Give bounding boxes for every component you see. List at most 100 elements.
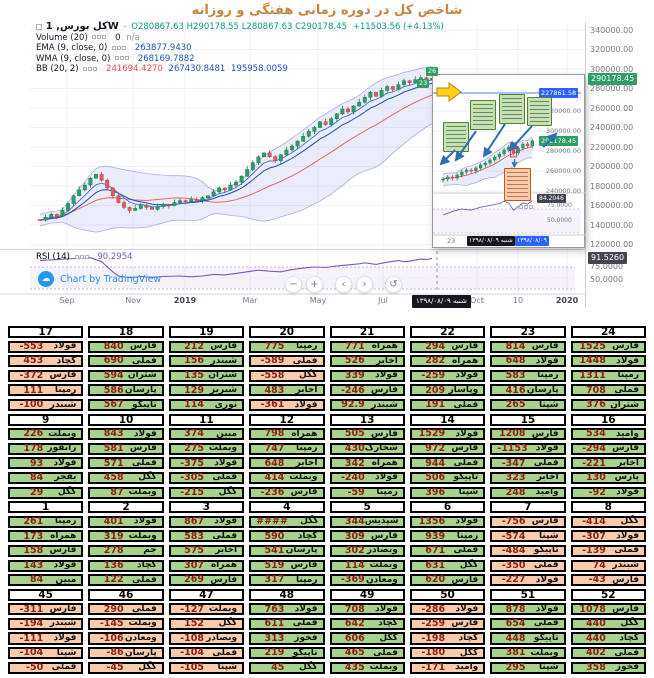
table-cell[interactable]: -553 فولاد	[8, 340, 84, 353]
table-header-cell[interactable]: 45	[8, 588, 84, 601]
table-cell[interactable]: 158 فارس	[8, 544, 84, 557]
table-header-cell[interactable]: 52	[570, 588, 646, 601]
table-cell[interactable]: -111 فولاد	[8, 632, 84, 645]
table-cell[interactable]: 581 فارس	[88, 442, 164, 455]
table-cell[interactable]: 631 کگل	[409, 559, 486, 572]
table-cell[interactable]: 212 فارس	[168, 340, 245, 353]
tradingview-attribution[interactable]: ☁ Chart by TradingView	[38, 271, 161, 287]
table-cell[interactable]: 583 فملی	[168, 530, 245, 543]
table-cell[interactable]: -350 فملی	[490, 559, 566, 572]
close-icon[interactable]	[122, 45, 127, 50]
table-cell[interactable]: 319 وبملت	[88, 530, 164, 543]
gear-icon[interactable]	[120, 56, 125, 60]
table-header-cell[interactable]: 48	[249, 588, 325, 601]
table-cell[interactable]: 358 فخوز	[570, 661, 646, 674]
table-cell[interactable]: 261 رمپنا	[8, 515, 84, 528]
table-cell[interactable]: -86 پارسان	[88, 647, 164, 660]
table-cell[interactable]: 771 همراه	[329, 340, 405, 353]
table-cell[interactable]: 594 شتران	[88, 369, 164, 382]
close-icon[interactable]	[529, 204, 533, 209]
zoom-out-button[interactable]: −	[285, 276, 302, 293]
table-cell[interactable]: 376 شتران	[570, 398, 646, 412]
table-cell[interactable]: 534 وامید	[570, 428, 646, 441]
table-cell[interactable]: 173 همراه	[8, 530, 84, 543]
table-cell[interactable]: -574 شپنا	[490, 530, 566, 543]
table-cell[interactable]: -246 فارس	[329, 384, 405, 397]
table-header-cell[interactable]: 14	[409, 413, 486, 426]
table-cell[interactable]: 440 کگل	[570, 617, 646, 630]
table-header-cell[interactable]: 6	[409, 501, 486, 514]
table-cell[interactable]: 309 فارس	[329, 530, 405, 543]
ema-label[interactable]: EMA (9, close, 0)	[36, 43, 108, 53]
table-cell[interactable]: -589 فملی	[249, 355, 325, 368]
table-cell[interactable]: 648 اخابر	[249, 457, 325, 470]
table-cell[interactable]: 84 بفجر	[8, 471, 84, 485]
table-cell[interactable]: 458 کگل	[88, 471, 164, 485]
table-cell[interactable]: 339 فولاد	[329, 369, 405, 382]
table-cell[interactable]: -227 فولاد	[490, 574, 566, 587]
table-cell[interactable]: 1356 فولاد	[409, 515, 486, 528]
scroll-left-button[interactable]: ‹	[335, 276, 352, 293]
table-cell[interactable]: 178 رانفور	[8, 442, 84, 455]
collapse-icon[interactable]	[36, 23, 42, 30]
table-cell[interactable]: -305 فملی	[168, 471, 245, 485]
table-cell[interactable]: 620 فارس	[409, 574, 486, 587]
table-cell[interactable]: 374 مبین	[168, 428, 245, 441]
table-cell[interactable]: 278 جم	[88, 544, 164, 557]
table-cell[interactable]: -104 فملی	[168, 647, 245, 660]
table-cell[interactable]: -307 فولاد	[570, 530, 646, 543]
table-cell[interactable]: -372 فارس	[8, 369, 84, 382]
table-header-cell[interactable]: 24	[570, 326, 646, 339]
table-cell[interactable]: 114 نوری	[168, 398, 245, 412]
table-cell[interactable]: -50 فملی	[8, 661, 84, 674]
table-cell[interactable]: -484 تاپیکو	[490, 544, 566, 557]
table-cell[interactable]: 74 شبندر	[570, 559, 646, 572]
table-cell[interactable]: 114 وبملت	[329, 559, 405, 572]
table-cell[interactable]: 135 شتران	[168, 369, 245, 382]
table-cell[interactable]: 1448 فولاد	[570, 355, 646, 368]
table-cell[interactable]: 519 فارس	[249, 559, 325, 572]
table-cell[interactable]: 87 وبملت	[88, 486, 164, 499]
table-cell[interactable]: -104 شپنا	[8, 647, 84, 660]
table-cell[interactable]: -105 شپنا	[168, 661, 245, 674]
table-header-cell[interactable]: 1	[8, 501, 84, 514]
table-cell[interactable]: 939 رمپنا	[409, 530, 486, 543]
table-cell[interactable]: 191 فملی	[409, 398, 486, 412]
table-cell[interactable]: 226 وبملت	[8, 428, 84, 441]
table-cell[interactable]: 505 فارس	[329, 428, 405, 441]
table-cell[interactable]: 143 فولاد	[8, 559, 84, 572]
gear-icon[interactable]	[117, 45, 122, 50]
table-cell[interactable]: -180 کگل	[409, 647, 486, 660]
table-cell[interactable]: 416 پارسان	[490, 384, 566, 397]
table-cell[interactable]: -756 فارس	[490, 515, 566, 528]
table-cell[interactable]: 317 رمپنا	[249, 574, 325, 587]
table-cell[interactable]: 1078 فارس	[570, 603, 646, 616]
table-cell[interactable]: 571 فملی	[88, 457, 164, 470]
table-cell[interactable]: 269 فارس	[168, 574, 245, 587]
table-cell[interactable]: -139 فملی	[570, 544, 646, 557]
gear-icon[interactable]	[79, 254, 84, 259]
table-cell[interactable]: 275 وبملت	[168, 442, 245, 455]
table-cell[interactable]: 1311 رمپنا	[570, 369, 646, 382]
table-header-cell[interactable]: 50	[409, 588, 486, 601]
time-axis[interactable]: Sep Nov 2019 Mar May Jul Oct 10 2020	[0, 296, 585, 310]
table-cell[interactable]: 430 شخارک	[329, 442, 405, 455]
table-header-cell[interactable]: 21	[329, 326, 405, 339]
table-cell[interactable]: -59 رمپنا	[329, 486, 405, 499]
table-cell[interactable]: 453 کچاد	[8, 355, 84, 368]
close-icon[interactable]	[102, 35, 107, 39]
eye-icon[interactable]	[115, 56, 120, 60]
table-header-cell[interactable]: 22	[409, 326, 486, 339]
table-cell[interactable]: -259 فولاد	[409, 369, 486, 382]
table-cell[interactable]: 775 رمپنا	[249, 340, 325, 353]
table-cell[interactable]: 1208 فارس	[490, 428, 566, 441]
table-cell[interactable]: 606 کگل	[329, 632, 405, 645]
table-cell[interactable]: 1529 فولاد	[409, 428, 486, 441]
table-header-cell[interactable]: 3	[168, 501, 245, 514]
table-cell[interactable]: 156 شبندر	[168, 355, 245, 368]
table-cell[interactable]: 323 اخابر	[490, 471, 566, 485]
table-header-cell[interactable]: 16	[570, 413, 646, 426]
table-cell[interactable]: 590 کچاد	[249, 530, 325, 543]
volume-label[interactable]: Volume (20)	[36, 32, 88, 43]
table-cell[interactable]: 944 فملی	[409, 457, 486, 470]
